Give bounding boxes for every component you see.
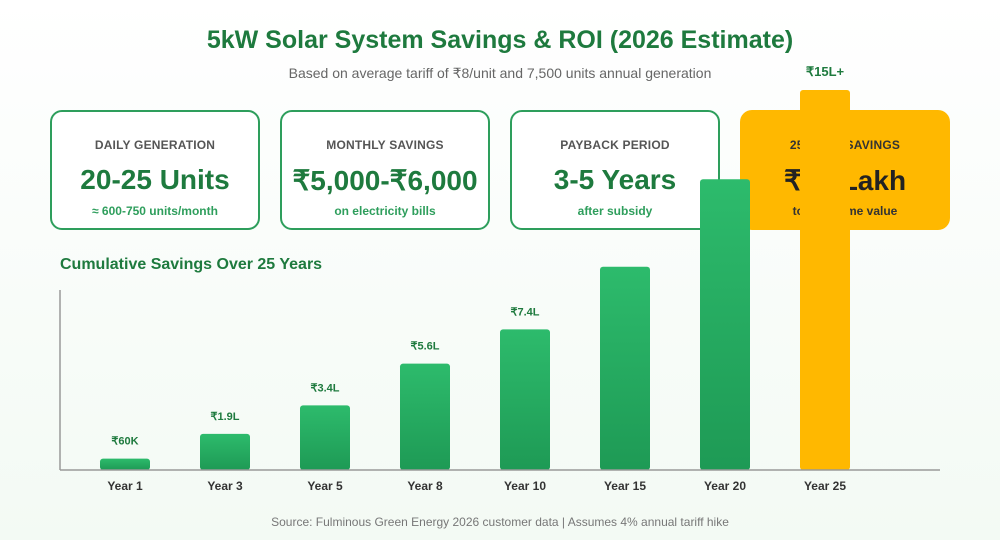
- card-label: PAYBACK PERIOD: [560, 138, 670, 152]
- card-note: after subsidy: [577, 204, 653, 218]
- x-tick-label: Year 8: [407, 479, 443, 493]
- page-title: 5kW Solar System Savings & ROI (2026 Est…: [206, 26, 794, 54]
- bar-value-label: ₹1.9L: [210, 411, 239, 423]
- x-tick-label: Year 20: [704, 479, 746, 493]
- x-tick-label: Year 3: [207, 479, 243, 493]
- card-label: DAILY GENERATION: [94, 138, 216, 152]
- card-value: ₹5,000-₹6,000: [292, 165, 478, 196]
- bar-year-20: [700, 179, 750, 471]
- monthly-savings-card: MONTHLY SAVINGS ₹5,000-₹6,000 on electri…: [280, 110, 490, 230]
- bar-value-label: ₹5.6L: [410, 341, 439, 353]
- bar-year-15: [600, 266, 650, 470]
- page-subtitle: Based on average tariff of ₹8/unit and 7…: [288, 65, 712, 81]
- bar-year-1: [100, 458, 150, 470]
- x-tick-label: Year 25: [804, 479, 846, 493]
- card-note: ≈ 600-750 units/month: [92, 204, 218, 218]
- x-tick-label: Year 10: [504, 479, 546, 493]
- card-value: 20-25 Units: [80, 164, 230, 195]
- bar-year-3: [200, 433, 250, 470]
- bar-year-10: [500, 329, 550, 470]
- daily-generation-card: DAILY GENERATION 20-25 Units ≈ 600-750 u…: [50, 110, 260, 230]
- card-value: 3-5 Years: [553, 164, 677, 195]
- bar-year-25: [800, 90, 850, 470]
- card-note: on electricity bills: [334, 204, 436, 218]
- bar-year-5: [300, 405, 350, 470]
- source-note: Source: Fulminous Green Energy 2026 cust…: [271, 515, 729, 529]
- card-label: MONTHLY SAVINGS: [326, 138, 444, 152]
- chart-title: Cumulative Savings Over 25 Years: [60, 256, 323, 273]
- bar-value-label: ₹15L+: [806, 64, 845, 79]
- bar-year-8: [400, 363, 450, 470]
- x-tick-label: Year 1: [107, 479, 143, 493]
- payback-period-card: PAYBACK PERIOD 3-5 Years after subsidy: [510, 110, 720, 230]
- bar-value-label: ₹60K: [111, 436, 138, 448]
- x-tick-label: Year 15: [604, 479, 646, 493]
- bar-value-label: ₹7.4L: [510, 306, 539, 318]
- bar-value-label: ₹3.4L: [310, 382, 339, 394]
- x-tick-label: Year 5: [307, 479, 343, 493]
